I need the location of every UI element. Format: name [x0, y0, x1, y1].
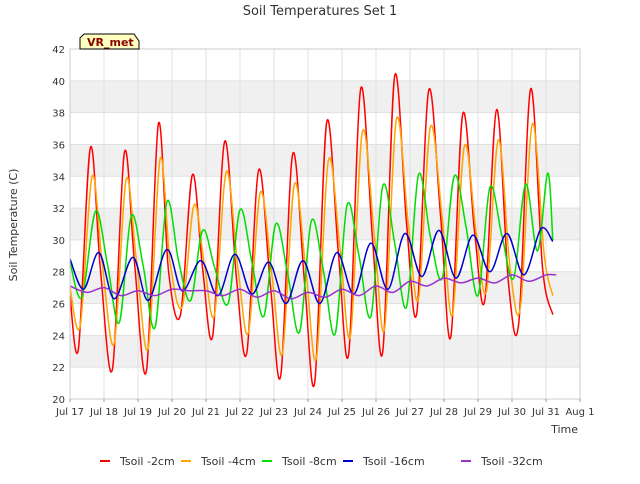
- x-tick-label: Jul 22: [225, 407, 254, 418]
- badge-shape: [79, 33, 140, 50]
- y-tick-label: 40: [52, 77, 65, 88]
- x-tick-label: Jul 17: [55, 407, 84, 418]
- y-tick-label: 42: [52, 45, 65, 56]
- legend-label: Tsoil -8cm: [281, 455, 337, 468]
- background-band: [70, 335, 580, 368]
- legend: Tsoil -2cm Tsoil -4cm Tsoil -8cm Tsoil -16c…: [100, 455, 543, 468]
- legend-item: Tsoil -2cm: [100, 455, 175, 468]
- x-tick-label: Jul 23: [259, 407, 288, 418]
- series-line-tsoil-8cm: [69, 172, 554, 336]
- y-tick-label: 32: [52, 204, 65, 215]
- vr-met-badge: VR_met: [79, 33, 140, 50]
- x-tick-label: Jul 24: [293, 407, 322, 418]
- x-tick-label: Aug 1: [565, 407, 594, 418]
- x-tick-label: Jul 31: [531, 407, 560, 418]
- x-tick-label: Jul 20: [157, 407, 186, 418]
- series-line-tsoil-16cm: [69, 226, 554, 305]
- y-tick-label: 36: [52, 140, 65, 151]
- series-layer: [69, 72, 557, 388]
- y-tick-label: 28: [52, 268, 65, 279]
- y-tick-label: 34: [52, 172, 65, 183]
- y-tick-label: 24: [52, 331, 65, 342]
- background-band: [70, 80, 580, 113]
- x-tick-label: Jul 30: [497, 407, 526, 418]
- x-axis-label: Time: [550, 423, 578, 436]
- legend-label: Tsoil -16cm: [362, 455, 425, 468]
- y-tick-label: 20: [52, 395, 65, 406]
- chart-title: Soil Temperatures Set 1: [243, 4, 398, 19]
- y-tick-label: 22: [52, 363, 65, 374]
- x-tick-label: Jul 25: [327, 407, 356, 418]
- series-line-tsoil-32cm: [69, 273, 557, 300]
- y-axis-label: Soil Temperature (C): [7, 169, 20, 282]
- badge-label: VR_met: [87, 36, 134, 49]
- plot-frame: [69, 48, 581, 400]
- legend-label: Tsoil -2cm: [119, 455, 175, 468]
- x-tick-label: Jul 19: [123, 407, 152, 418]
- legend-item: Tsoil -32cm: [461, 455, 543, 468]
- legend-label: Tsoil -4cm: [200, 455, 256, 468]
- x-axis-ticks: Jul 17 Jul 18 Jul 19 Jul 20 Jul 21 Jul 22 Jul …: [55, 399, 595, 418]
- legend-label: Tsoil -32cm: [480, 455, 543, 468]
- y-axis-ticks: 20 22 24 26 28 30 32 34 36 38 40 42: [52, 45, 65, 406]
- legend-item: Tsoil -16cm: [343, 455, 425, 468]
- x-tick-label: Jul 28: [429, 407, 458, 418]
- y-tick-label: 30: [52, 236, 65, 247]
- x-tick-label: Jul 21: [191, 407, 220, 418]
- y-tick-label: 38: [52, 109, 65, 120]
- x-tick-label: Jul 27: [395, 407, 424, 418]
- x-tick-label: Jul 29: [463, 407, 492, 418]
- x-tick-label: Jul 26: [361, 407, 390, 418]
- y-tick-label: 26: [52, 300, 65, 311]
- legend-item: Tsoil -8cm: [262, 455, 337, 468]
- x-tick-label: Jul 18: [89, 407, 118, 418]
- background-bands: [70, 80, 580, 368]
- legend-item: Tsoil -4cm: [181, 455, 256, 468]
- series-line-tsoil-4cm: [69, 116, 554, 362]
